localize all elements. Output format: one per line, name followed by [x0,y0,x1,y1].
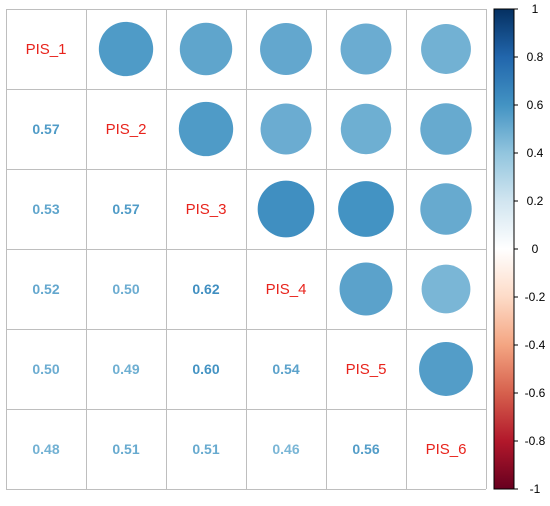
corr-circle-PIS_1-PIS_2 [98,21,154,77]
colorbar-tick-label: -0.8 [525,434,546,448]
color-legend: 1 0.8 0.6 0.4 0.2 0 -0.2 -0.4 -0.6 -0.8 -1 [493,2,546,496]
diagonal-label-PIS_4: PIS_4 [266,281,307,298]
corr-circle-PIS_1-PIS_4 [260,23,312,75]
circles-layer [98,21,473,396]
colorbar-tick-label: 0.8 [527,50,544,64]
colorbar-tick-label: 0.4 [527,146,544,160]
diagonal-label-PIS_5: PIS_5 [346,361,387,378]
corr-circle-PIS_1-PIS_5 [340,23,392,75]
grid-layer [6,9,487,490]
corr-value-PIS_6-PIS_3: 0.51 [192,441,219,457]
colorbar-tick-label: -0.4 [525,338,546,352]
corr-circle-PIS_5-PIS_6 [419,342,473,396]
diagonal-label-PIS_6: PIS_6 [426,441,467,458]
diagonal-label-PIS_2: PIS_2 [106,121,147,138]
corr-circle-PIS_3-PIS_4 [257,180,315,238]
corr-value-PIS_4-PIS_3: 0.62 [192,281,219,297]
corr-value-PIS_5-PIS_2: 0.49 [112,361,139,377]
colorbar-tick-label: 0 [532,242,539,256]
corr-value-PIS_3-PIS_2: 0.57 [112,201,139,217]
corr-circle-PIS_1-PIS_6 [421,24,471,74]
corr-circle-PIS_2-PIS_5 [340,103,392,155]
corr-value-PIS_4-PIS_1: 0.52 [32,281,59,297]
corr-circle-PIS_2-PIS_6 [420,103,472,155]
corr-circle-PIS_4-PIS_5 [339,262,393,316]
diagonal-label-PIS_1: PIS_1 [26,41,67,58]
corr-value-PIS_2-PIS_1: 0.57 [32,121,59,137]
colorbar-tick-label: 0.2 [527,194,544,208]
corr-value-PIS_6-PIS_1: 0.48 [32,441,59,457]
corr-value-PIS_5-PIS_3: 0.60 [192,361,219,377]
corr-value-PIS_6-PIS_2: 0.51 [112,441,139,457]
corr-value-PIS_6-PIS_5: 0.56 [352,441,379,457]
colorbar [493,8,515,490]
corr-circle-PIS_4-PIS_6 [421,264,471,314]
corr-circle-PIS_2-PIS_4 [260,103,312,155]
colorbar-tick-label: 0.6 [527,98,544,112]
corr-value-PIS_5-PIS_1: 0.50 [32,361,59,377]
corr-circle-PIS_3-PIS_6 [420,183,472,235]
colorbar-tick-label: -0.2 [525,290,546,304]
corr-value-PIS_5-PIS_4: 0.54 [272,361,299,377]
labels-layer: PIS_1 PIS_2 PIS_3 PIS_4 PIS_5 PIS_6 0.57 0.53 0.… [26,41,467,458]
colorbar-tick-label: 1 [532,2,539,16]
corr-circle-PIS_1-PIS_3 [179,22,233,76]
colorbar-tick-label: -1 [530,482,541,496]
corr-circle-PIS_3-PIS_5 [338,181,394,237]
colorbar-tick-label: -0.6 [525,386,546,400]
corr-circle-PIS_2-PIS_3 [178,101,234,157]
diagonal-label-PIS_3: PIS_3 [186,201,227,218]
corr-value-PIS_6-PIS_4: 0.46 [272,441,299,457]
corr-value-PIS_3-PIS_1: 0.53 [32,201,59,217]
corr-value-PIS_4-PIS_2: 0.50 [112,281,139,297]
